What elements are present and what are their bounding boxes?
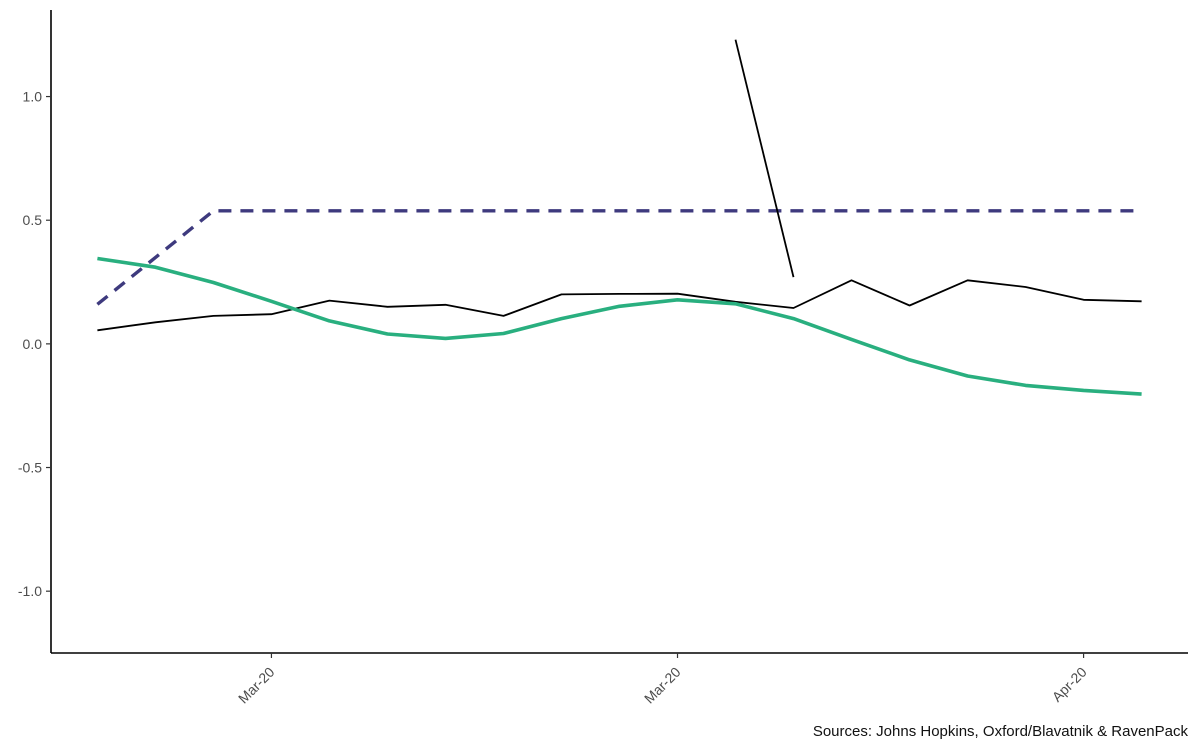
y-tick-label: 0.0	[23, 336, 43, 352]
series-line-1	[97, 279, 1142, 332]
x-tick-label: Mar-20	[641, 664, 684, 707]
series-layer	[96, 39, 1142, 396]
y-axis: 1.0 0.5 0.0 -0.5 -1.0	[18, 10, 52, 653]
series-line-3	[96, 209, 1142, 306]
series-line-2	[97, 256, 1142, 396]
source-caption: Sources: Johns Hopkins, Oxford/Blavatnik…	[812, 723, 1188, 740]
x-tick-label: Mar-20	[235, 664, 278, 707]
y-tick-label: 1.0	[23, 89, 43, 105]
series-line-4	[734, 39, 795, 278]
x-tick-label: Apr-20	[1049, 664, 1090, 705]
y-tick-label: -0.5	[18, 460, 42, 476]
y-tick-label: -1.0	[18, 583, 42, 599]
y-tick-label: 0.5	[23, 212, 43, 228]
x-axis: Mar-20 Mar-20 Apr-20	[51, 652, 1188, 707]
